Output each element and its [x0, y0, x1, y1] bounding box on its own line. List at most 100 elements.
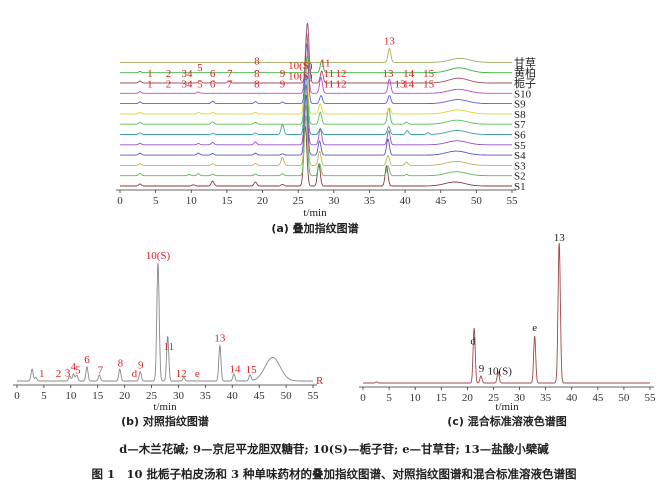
trace-label: S10: [514, 88, 532, 100]
trace-label-R: R: [316, 375, 324, 387]
panel-c-tick-label: 10: [410, 392, 422, 404]
panel-c-tick-label: 25: [488, 392, 500, 404]
trace-label: 甘草: [514, 56, 536, 69]
peak-label: 10(S): [146, 250, 171, 262]
trace-黄柏: [120, 55, 512, 74]
peak-label: 9: [138, 360, 144, 372]
peak-label: e: [532, 322, 537, 334]
peak-label-zhizi: 7: [227, 68, 233, 80]
panel-b-tick-label: 40: [227, 390, 239, 402]
trace-甘草: [120, 47, 512, 63]
trace-S2: [120, 115, 512, 177]
peak-label-s10: 14: [403, 78, 415, 90]
peak-label-huangbai: 8: [254, 56, 260, 68]
peak-label-zhizi: 8: [254, 68, 260, 80]
peak-label: 1: [39, 368, 45, 380]
peak-label-s10: 34: [181, 78, 193, 90]
trace-S3: [120, 105, 512, 166]
panel-b-tick-label: 55: [308, 390, 320, 402]
peak-label: e: [195, 368, 200, 380]
peak-label-gancao: 13: [384, 35, 396, 47]
panel-c-tick-label: 0: [360, 392, 366, 404]
trace-栀子: [120, 22, 512, 84]
peak-label: 2: [56, 368, 62, 380]
panel-a-overlay-chromatograms: 0 5 10 15 20 25 30 35 40 45 50 55S1S2S3S4S5S6S7S8S9…: [116, 22, 536, 207]
peak-label-zhizi: 14: [403, 68, 415, 80]
panel-b-tick-label: 25: [146, 390, 158, 402]
panel-a-tick-label: 50: [471, 195, 483, 207]
panel-b-tick-label: 0: [14, 390, 20, 402]
panel-a-xlabel: t/min: [303, 207, 327, 219]
peak-label-s10: 12: [335, 78, 346, 90]
panel-c-tick-label: 55: [645, 392, 657, 404]
trace-label: S1: [514, 181, 526, 193]
peak-label-s10: 2: [166, 78, 172, 90]
peak-label-zhizi: 1: [147, 68, 153, 80]
peak-label: 8: [118, 358, 124, 370]
trace-label: 黄柏: [514, 66, 536, 80]
panel-c-standard-chromatogram: 0 5 10 15 20 25 30 35 40 45 50 55 d 9 10(S) e 13: [359, 232, 656, 404]
peak-label-zhizi: 15: [423, 68, 435, 80]
peak-label: 11: [163, 341, 174, 353]
trace-R: [17, 262, 313, 382]
panel-a-tick-label: 10: [186, 195, 198, 207]
peak-label: 15: [246, 364, 258, 376]
figure-caption: 图 1 10 批栀子柏皮汤和 3 种单味药材的叠加指纹图谱、对照指纹图谱和混合标…: [91, 467, 576, 481]
panel-a-tick-label: 0: [117, 195, 123, 207]
peak-label: 9: [479, 363, 485, 375]
panel-c-tick-label: 20: [462, 392, 474, 404]
panel-c-tick-label: 35: [540, 392, 552, 404]
peak-label-s10: 15: [423, 78, 435, 90]
peak-label-s10: 6: [210, 78, 216, 90]
panel-c-caption: (c) 混合标准溶液色谱图: [447, 414, 566, 428]
panel-b-tick-label: 30: [173, 390, 185, 402]
trace-S9: [120, 43, 512, 105]
panel-a-tick-label: 35: [364, 195, 376, 207]
panel-b-xlabel: t/min: [153, 401, 177, 413]
peak-label: d: [132, 368, 138, 380]
peak-label: 13: [554, 232, 566, 244]
peak-label-s10: 10(S): [288, 70, 313, 82]
peak-label: d: [470, 336, 476, 348]
trace-label: S6: [514, 130, 526, 142]
peak-label-zhizi: 34: [181, 68, 193, 80]
trace-label: S5: [514, 140, 526, 152]
peak-label-zhizi: 13: [382, 68, 394, 80]
peak-label-s10: 5: [197, 78, 203, 90]
peak-label-zhizi: 9: [280, 68, 286, 80]
trace-label: S2: [514, 171, 526, 183]
panel-a-tick-label: 15: [221, 195, 233, 207]
trace-label: S9: [514, 99, 526, 111]
panel-b-tick-label: 20: [119, 390, 131, 402]
peak-label-zhizi: 6: [210, 68, 216, 80]
peak-label-zhizi: 12: [335, 68, 346, 80]
peak-label-s10: 1: [147, 78, 153, 90]
peak-label-s10: 8: [254, 78, 260, 90]
peak-label-zhizi: 11: [324, 68, 335, 80]
peak-label: 3: [65, 367, 71, 379]
peak-label-s10: 9: [280, 78, 286, 90]
trace-S10: [120, 33, 512, 94]
compound-legend: d—木兰花碱; 9—京尼平龙胆双糖苷; 10(S)—栀子苷; e—甘草苷; 13…: [119, 442, 549, 456]
peak-label-s10: 7: [227, 78, 233, 90]
peak-label-zhizi: 2: [166, 68, 172, 80]
trace-S7: [120, 64, 512, 125]
panel-c-tick-label: 5: [386, 392, 392, 404]
trace-S8: [120, 53, 512, 115]
peak-label-huangbai: 11: [320, 58, 331, 70]
trace-label: S3: [514, 160, 526, 172]
panel-b-tick-label: 15: [92, 390, 104, 402]
panel-c-tick-label: 30: [514, 392, 526, 404]
panel-c-tick-label: 40: [566, 392, 578, 404]
peak-label: 5: [75, 364, 81, 376]
panel-b-tick-label: 50: [281, 390, 293, 402]
panel-c-tick-label: 50: [618, 392, 630, 404]
panel-a-tick-label: 55: [507, 195, 519, 207]
panel-b-tick-label: 5: [41, 390, 47, 402]
panel-a-tick-label: 25: [293, 195, 305, 207]
peak-label: 6: [84, 354, 90, 366]
trace-standard: [363, 242, 650, 384]
trace-label: S4: [514, 150, 526, 162]
